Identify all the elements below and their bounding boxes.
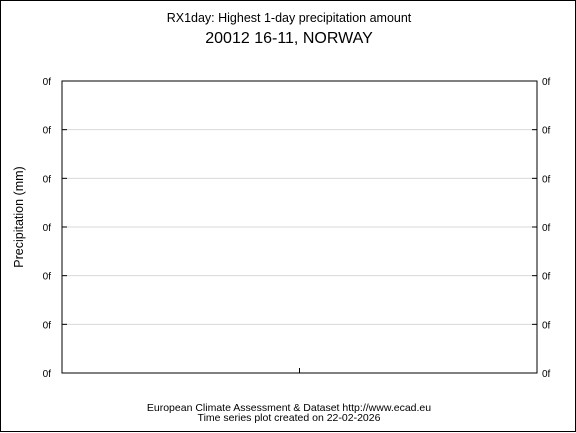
y-axis-label: Precipitation (mm) [12,166,26,267]
chart-title: RX1day: Highest 1-day precipitation amou… [167,11,412,25]
y-tick-label-left: 0f [43,126,52,137]
y-tick-label-right: 0f [542,174,551,185]
y-tick-label-left: 0f [43,174,52,185]
y-tick-label-left: 0f [43,77,52,88]
chart-subtitle: 20012 16-11, NORWAY [205,30,373,47]
y-tick-label-right: 0f [542,320,551,331]
footer-line-2: Time series plot created on 22-02-2026 [198,412,381,424]
y-tick-label-left: 0f [43,369,52,380]
y-tick-label-left: 0f [43,320,52,331]
gridlines [62,129,537,325]
footer-line-1: European Climate Assessment & Dataset ht… [147,402,431,414]
y-tick-label-right: 0f [542,223,551,234]
y-tick-labels: 0f 0f 0f 0f 0f 0f 0f 0f 0f 0f 0f 0f 0f 0f [43,77,551,380]
axis-ticks [62,80,537,374]
y-tick-label-left: 0f [43,223,52,234]
y-tick-label-left: 0f [43,272,52,283]
y-tick-label-right: 0f [542,272,551,283]
y-tick-label-right: 0f [542,369,551,380]
y-tick-label-right: 0f [542,126,551,137]
y-tick-label-right: 0f [542,77,551,88]
